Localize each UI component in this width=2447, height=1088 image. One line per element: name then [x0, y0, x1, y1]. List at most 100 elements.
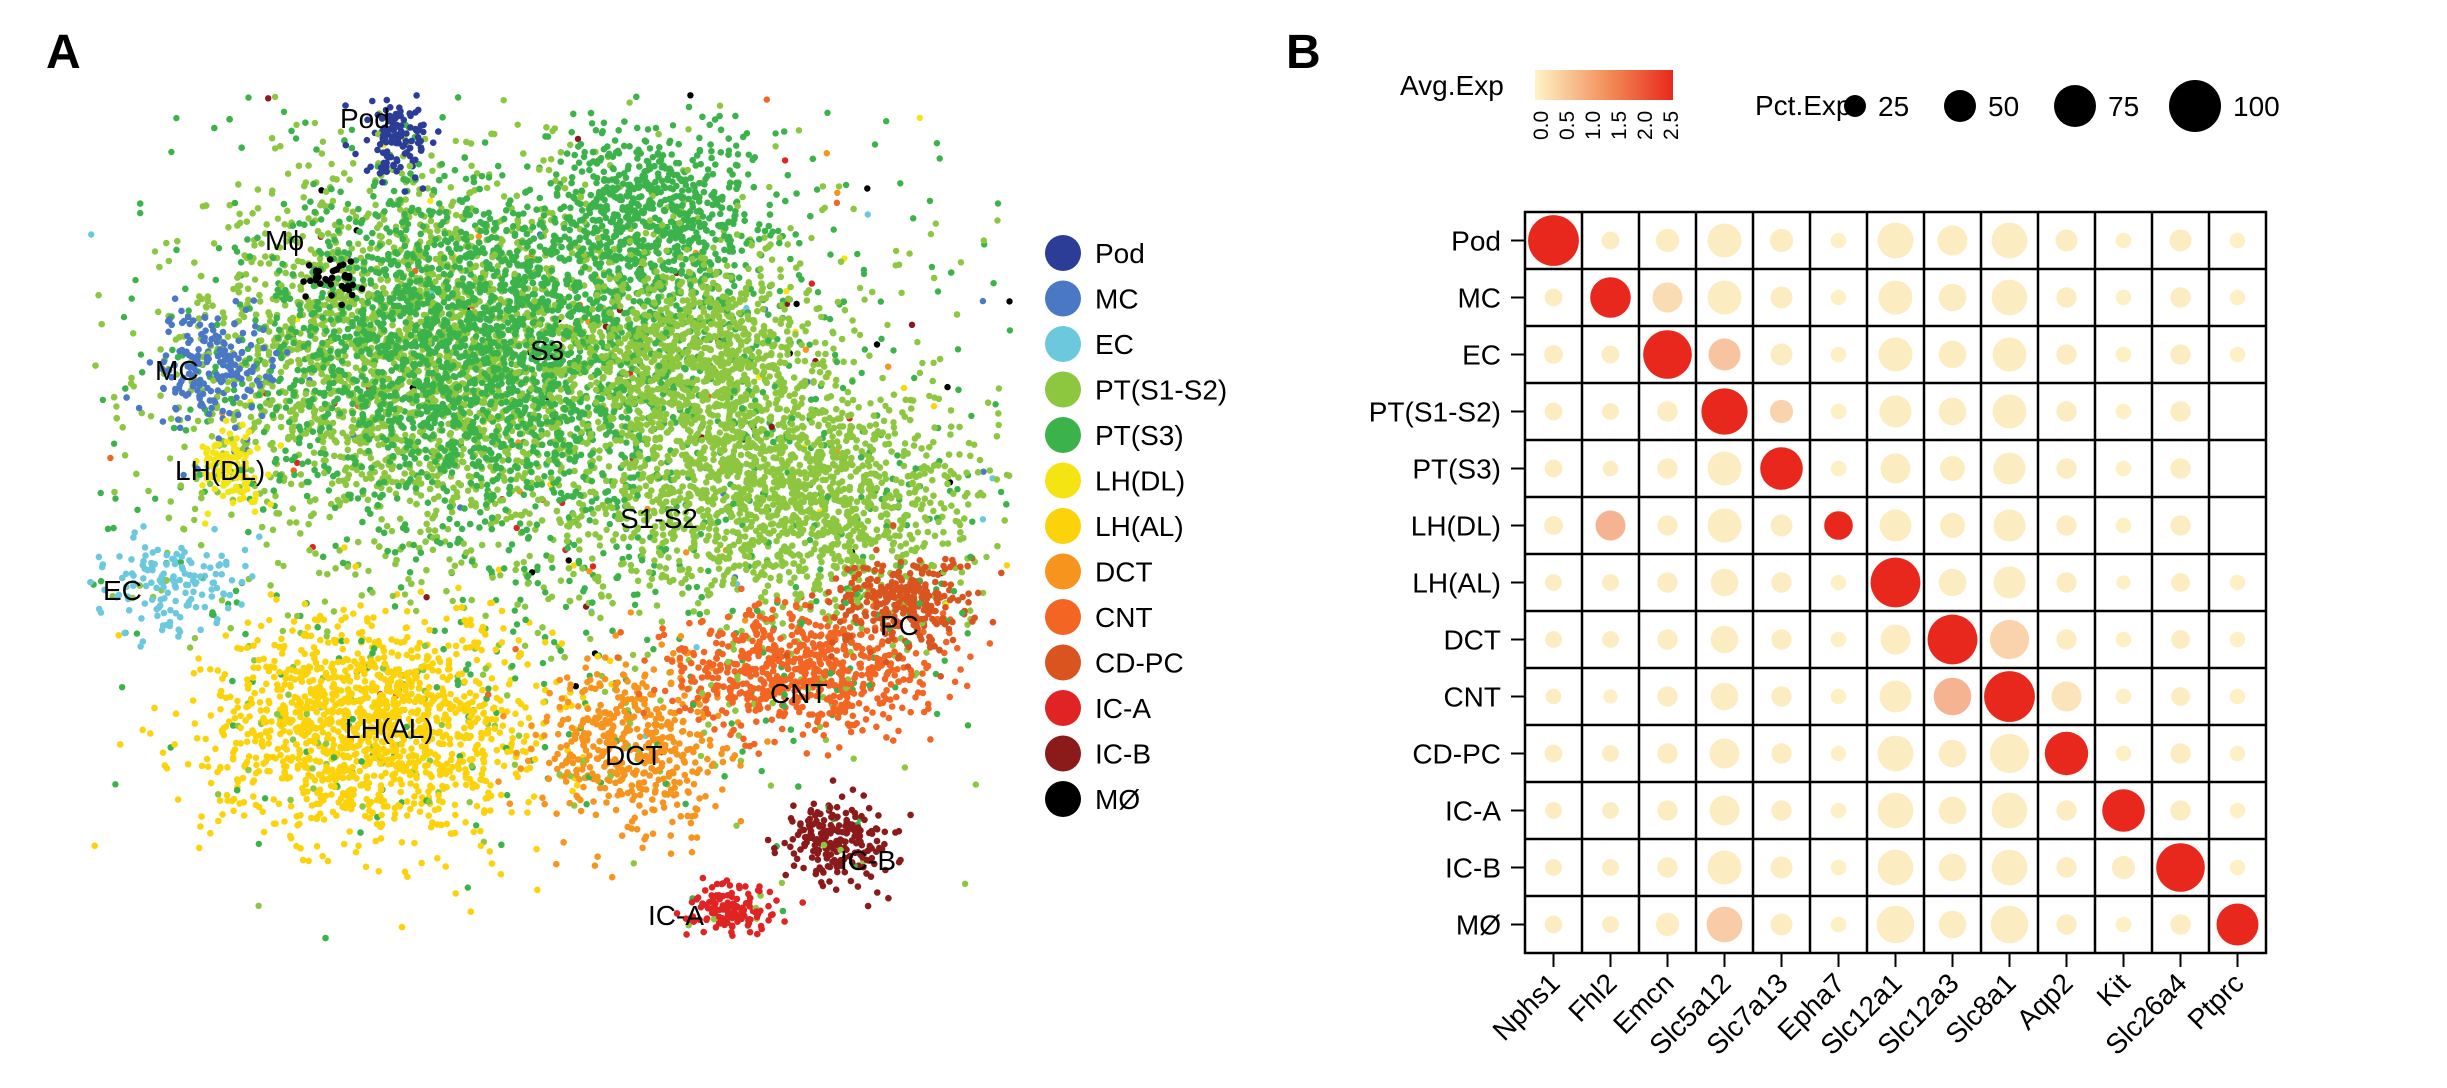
tsne-point	[514, 121, 521, 128]
tsne-point	[468, 496, 475, 504]
tsne-point	[542, 589, 549, 596]
tsne-point	[992, 401, 999, 408]
tsne-point	[348, 126, 356, 133]
tsne-point	[762, 717, 770, 724]
tsne-point	[334, 227, 342, 234]
tsne-point	[355, 240, 362, 247]
tsne-point	[511, 607, 518, 614]
tsne-point	[676, 557, 683, 565]
tsne-point	[128, 295, 135, 302]
tsne-point	[295, 162, 303, 170]
tsne-point	[353, 352, 361, 360]
tsne-point	[435, 357, 443, 365]
tsne-point	[954, 346, 962, 353]
tsne-point	[558, 372, 565, 379]
tsne-point	[323, 327, 330, 335]
tsne-point	[850, 755, 857, 762]
tsne-point	[517, 596, 524, 603]
tsne-point	[336, 218, 343, 226]
tsne-point	[979, 516, 987, 523]
tsne-point	[586, 166, 593, 174]
tsne-point	[606, 315, 614, 323]
tsne-point	[326, 513, 334, 521]
tsne-point	[401, 470, 409, 477]
tsne-point	[344, 439, 351, 446]
tsne-point	[333, 176, 340, 183]
tsne-point	[312, 496, 319, 503]
tsne-point	[856, 331, 864, 339]
tsne-point	[518, 379, 526, 386]
tsne-point	[450, 397, 457, 405]
tsne-point	[182, 427, 190, 434]
tsne-point	[566, 577, 573, 585]
tsne-point	[521, 565, 528, 573]
tsne-point	[722, 516, 729, 523]
tsne-point	[293, 519, 300, 526]
tsne-point	[485, 359, 492, 367]
tsne-point	[431, 527, 439, 534]
tsne-point	[889, 642, 896, 649]
tsne-point	[358, 373, 366, 380]
tsne-point	[321, 356, 328, 364]
tsne-point	[835, 183, 843, 190]
tsne-point	[540, 680, 548, 688]
tsne-point	[685, 609, 692, 616]
tsne-point	[806, 341, 813, 348]
tsne-point	[393, 556, 400, 564]
tsne-point	[203, 304, 210, 311]
tsne-point	[589, 333, 596, 341]
tsne-point	[334, 496, 342, 504]
tsne-point	[515, 472, 522, 479]
tsne-point	[268, 134, 276, 142]
tsne-point	[385, 410, 393, 418]
tsne-point	[509, 662, 516, 670]
tsne-point	[489, 574, 496, 581]
tsne-point	[758, 767, 765, 775]
tsne-point	[191, 259, 198, 266]
tsne-point	[759, 363, 766, 370]
tsne-point	[818, 380, 825, 387]
tsne-point	[412, 556, 420, 563]
tsne-point	[485, 174, 493, 181]
tsne-point	[595, 418, 602, 426]
tsne-point	[391, 603, 399, 610]
tsne-point	[95, 291, 102, 299]
tsne-point	[451, 322, 458, 329]
tsne-point	[935, 395, 943, 402]
tsne-point	[377, 276, 385, 283]
tsne-point	[582, 181, 589, 188]
tsne-point	[448, 568, 455, 576]
tsne-point	[138, 369, 146, 376]
tsne-point	[979, 589, 987, 597]
tsne-point	[697, 752, 705, 760]
tsne-point	[557, 149, 565, 156]
tsne-point	[576, 435, 584, 442]
tsne-point	[830, 345, 837, 352]
tsne-point	[335, 477, 343, 485]
tsne-point	[432, 255, 440, 263]
tsne-point	[445, 311, 453, 318]
tsne-point	[548, 267, 556, 274]
tsne-point	[569, 383, 576, 391]
tsne-point	[775, 227, 782, 235]
tsne-point	[799, 323, 806, 330]
tsne-point	[596, 542, 604, 549]
tsne-point	[326, 310, 333, 317]
tsne-point	[930, 274, 938, 282]
tsne-point	[458, 458, 466, 466]
tsne-point	[824, 109, 831, 117]
tsne-point	[263, 541, 270, 548]
tsne-point	[347, 298, 354, 306]
tsne-point	[627, 609, 634, 616]
tsne-point	[507, 476, 515, 484]
tsne-point	[127, 380, 135, 387]
tsne-point	[677, 633, 685, 640]
tsne-point	[400, 424, 407, 432]
tsne-point	[243, 218, 251, 225]
tsne-point	[299, 460, 306, 468]
tsne-point	[514, 464, 521, 472]
tsne-point	[152, 495, 159, 502]
tsne-point	[277, 413, 285, 421]
tsne-point	[524, 203, 531, 211]
tsne-point	[353, 480, 360, 488]
